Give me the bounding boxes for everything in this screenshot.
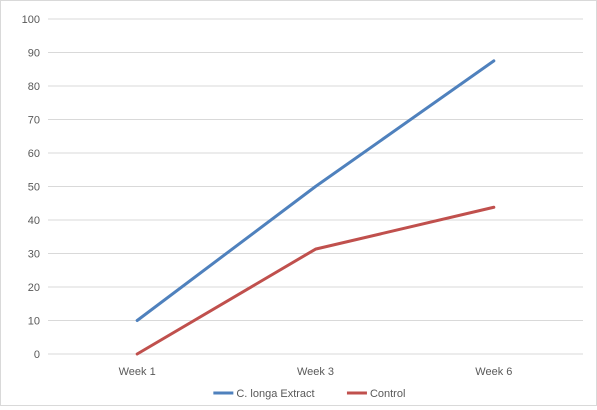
y-tick-label: 50: [28, 182, 40, 194]
y-tick-label: 100: [22, 14, 40, 26]
x-axis-tick-labels: Week 1 Week 3 Week 6: [119, 366, 513, 378]
x-tick-label: Week 3: [297, 366, 334, 378]
series-line-1: [137, 61, 494, 321]
legend-label: C. longa Extract: [236, 388, 314, 400]
x-tick-label: Week 1: [119, 366, 156, 378]
y-axis-tick-labels: 0 10 20 30 40 50 60 70 80 90 100: [22, 14, 40, 361]
y-tick-label: 0: [34, 349, 40, 361]
legend-label: Control: [370, 388, 405, 400]
legend: C. longa Extract Control: [213, 388, 405, 400]
y-tick-label: 40: [28, 215, 40, 227]
y-tick-label: 80: [28, 81, 40, 93]
x-tick-label: Week 6: [475, 366, 512, 378]
y-tick-label: 20: [28, 282, 40, 294]
y-tick-label: 30: [28, 249, 40, 261]
y-tick-label: 90: [28, 48, 40, 60]
y-tick-label: 10: [28, 316, 40, 328]
y-tick-label: 70: [28, 115, 40, 127]
series-lines: [137, 61, 494, 354]
y-tick-label: 60: [28, 148, 40, 160]
